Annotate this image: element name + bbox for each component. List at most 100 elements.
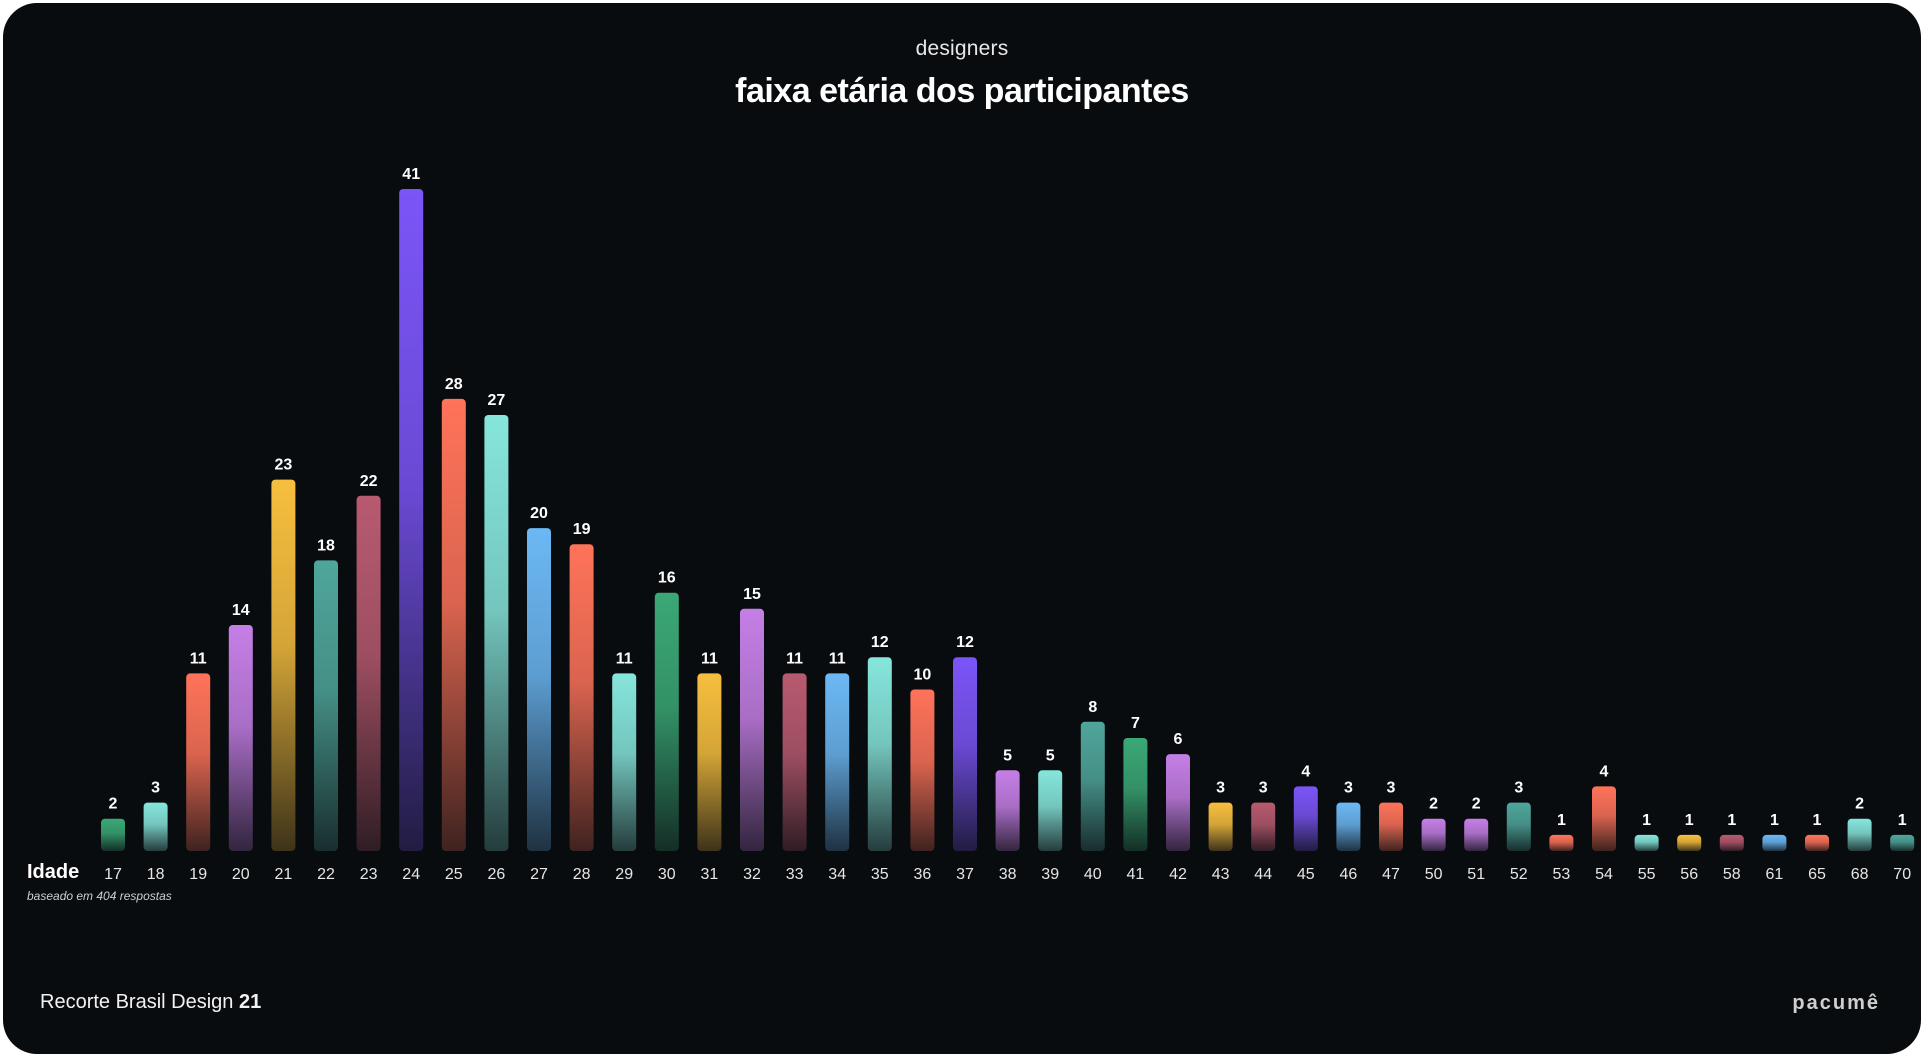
bar-53 [1549, 834, 1574, 851]
value-label-33: 11 [786, 650, 803, 667]
bar-27 [527, 528, 551, 851]
value-label-55: 1 [1642, 812, 1651, 829]
tick-label-35: 35 [871, 866, 889, 883]
bar-43 [1208, 802, 1233, 851]
bar-30 [654, 592, 679, 851]
tick-label-51: 51 [1467, 866, 1485, 883]
bar-38 [995, 770, 1020, 851]
bar-34 [825, 673, 850, 851]
bar-31 [697, 673, 722, 851]
footer-brand: Recorte Brasil Design 21 [40, 991, 261, 1014]
tick-label-41: 41 [1127, 866, 1145, 883]
tick-label-22: 22 [317, 866, 335, 883]
value-label-58: 1 [1727, 812, 1736, 829]
tick-label-25: 25 [445, 866, 463, 883]
tick-label-58: 58 [1723, 866, 1741, 883]
tick-label-24: 24 [402, 866, 420, 883]
tick-label-68: 68 [1851, 866, 1869, 883]
bar-17 [101, 818, 125, 851]
bar-35 [867, 657, 892, 851]
value-label-56: 1 [1685, 812, 1694, 829]
bar-40 [1080, 721, 1105, 851]
responses-note: baseado em 404 respostas [27, 889, 172, 903]
tick-label-43: 43 [1212, 866, 1230, 883]
value-label-41: 7 [1131, 715, 1140, 732]
bar-61 [1762, 834, 1787, 851]
value-label-42: 6 [1174, 731, 1183, 748]
pacume-logo: pacumê [1792, 992, 1880, 1014]
bar-18 [143, 802, 168, 851]
bar-51 [1464, 818, 1489, 851]
value-label-28: 19 [573, 521, 591, 538]
value-label-17: 2 [109, 796, 118, 813]
value-label-53: 1 [1557, 812, 1566, 829]
footer-brand-number: 21 [238, 991, 262, 1013]
tick-labels-group: 17 18 19 20 21 22 23 24 25 26 27 28 29 30 31 32 33 34 35 36… [104, 866, 1911, 883]
tick-label-65: 65 [1808, 866, 1826, 883]
tick-label-37: 37 [956, 866, 974, 883]
bar-55 [1634, 834, 1659, 851]
bar-46 [1336, 802, 1361, 851]
tick-label-47: 47 [1382, 866, 1400, 883]
chart-title: faixa etária dos participantes [735, 72, 1189, 110]
value-label-46: 3 [1344, 780, 1353, 797]
tick-label-26: 26 [488, 866, 506, 883]
bar-25 [441, 398, 466, 851]
bar-28 [569, 544, 594, 851]
x-axis-label: Idade [27, 861, 79, 883]
tick-label-54: 54 [1595, 866, 1613, 883]
value-label-30: 16 [658, 570, 676, 587]
bar-20 [228, 625, 253, 851]
footer-brand-prefix: Recorte Brasil Design [40, 991, 239, 1013]
bars-group [101, 189, 1915, 851]
tick-label-28: 28 [573, 866, 591, 883]
tick-label-18: 18 [147, 866, 165, 883]
value-label-19: 11 [190, 650, 207, 667]
bar-52 [1506, 802, 1531, 851]
bar-47 [1379, 802, 1403, 851]
value-label-47: 3 [1387, 780, 1396, 797]
value-label-32: 15 [743, 586, 761, 603]
bar-39 [1038, 770, 1063, 851]
value-label-51: 2 [1472, 796, 1481, 813]
bar-19 [186, 673, 211, 851]
tick-label-19: 19 [189, 866, 207, 883]
bar-36 [910, 689, 935, 851]
chart-subtitle: designers [915, 37, 1009, 60]
value-label-44: 3 [1259, 780, 1268, 797]
value-label-21: 23 [275, 457, 293, 474]
tick-label-20: 20 [232, 866, 250, 883]
tick-label-27: 27 [530, 866, 548, 883]
bar-70 [1890, 834, 1915, 851]
value-label-40: 8 [1088, 699, 1097, 716]
tick-label-39: 39 [1041, 866, 1059, 883]
value-label-43: 3 [1216, 780, 1225, 797]
value-label-35: 12 [871, 634, 889, 651]
value-label-54: 4 [1600, 763, 1609, 780]
value-label-45: 4 [1301, 763, 1310, 780]
tick-label-40: 40 [1084, 866, 1102, 883]
value-label-20: 14 [232, 602, 250, 619]
bar-44 [1251, 802, 1276, 851]
tick-label-38: 38 [999, 866, 1017, 883]
bar-23 [356, 495, 381, 851]
value-label-18: 3 [151, 780, 160, 797]
tick-label-50: 50 [1425, 866, 1443, 883]
bar-56 [1677, 834, 1702, 851]
tick-label-53: 53 [1553, 866, 1571, 883]
tick-label-70: 70 [1893, 866, 1911, 883]
tick-label-32: 32 [743, 866, 761, 883]
bar-42 [1166, 754, 1190, 851]
tick-label-17: 17 [104, 866, 122, 883]
value-label-68: 2 [1855, 796, 1864, 813]
value-label-52: 3 [1514, 780, 1523, 797]
tick-label-61: 61 [1766, 866, 1784, 883]
tick-label-33: 33 [786, 866, 804, 883]
tick-label-34: 34 [828, 866, 846, 883]
tick-label-21: 21 [275, 866, 293, 883]
value-label-25: 28 [445, 376, 463, 393]
bar-54 [1592, 786, 1616, 851]
value-label-24: 41 [402, 166, 420, 183]
value-label-36: 10 [914, 667, 932, 684]
